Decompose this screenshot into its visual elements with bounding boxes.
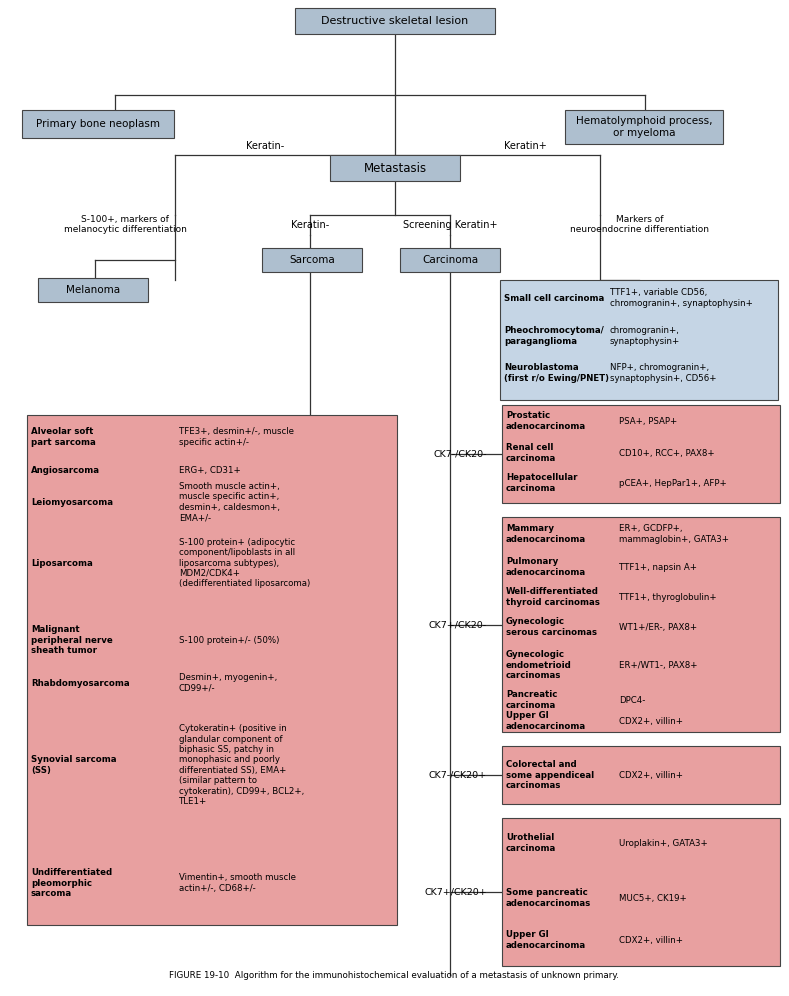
Text: CD10+, RCC+, PAX8+: CD10+, RCC+, PAX8+	[619, 448, 714, 457]
Text: Hematolymphoid process,
or myeloma: Hematolymphoid process, or myeloma	[576, 117, 712, 137]
Text: CK7+/CK20+: CK7+/CK20+	[424, 887, 487, 896]
Text: CK7-/CK20+: CK7-/CK20+	[429, 771, 487, 780]
Text: PSA+, PSAP+: PSA+, PSAP+	[619, 416, 677, 425]
FancyBboxPatch shape	[565, 110, 723, 144]
Text: Destructive skeletal lesion: Destructive skeletal lesion	[321, 16, 469, 26]
Text: Keratin-: Keratin-	[246, 141, 284, 151]
Text: Colorectal and
some appendiceal
carcinomas: Colorectal and some appendiceal carcinom…	[506, 760, 594, 790]
Text: WT1+/ER-, PAX8+: WT1+/ER-, PAX8+	[619, 622, 697, 631]
Text: ER+, GCDFP+,
mammaglobin+, GATA3+: ER+, GCDFP+, mammaglobin+, GATA3+	[619, 524, 729, 544]
Text: TTF1+, thyroglobulin+: TTF1+, thyroglobulin+	[619, 593, 716, 602]
Text: S-100+, markers of
melanocytic differentiation: S-100+, markers of melanocytic different…	[64, 215, 186, 234]
Text: TTF1+, variable CD56,
chromogranin+, synaptophysin+: TTF1+, variable CD56, chromogranin+, syn…	[610, 288, 753, 308]
Text: DPC4-: DPC4-	[619, 695, 645, 704]
Text: Smooth muscle actin+,
muscle specific actin+,
desmin+, caldesmon+,
EMA+/-: Smooth muscle actin+, muscle specific ac…	[178, 482, 279, 522]
Text: Screening Keratin+: Screening Keratin+	[402, 220, 497, 230]
Text: Metastasis: Metastasis	[364, 161, 427, 174]
Text: Pulmonary
adenocarcinoma: Pulmonary adenocarcinoma	[506, 558, 586, 577]
Text: Renal cell
carcinoma: Renal cell carcinoma	[506, 443, 556, 463]
Text: S-100 protein+ (adipocytic
component/lipoblasts in all
liposarcoma subtypes),
MD: S-100 protein+ (adipocytic component/lip…	[178, 538, 310, 589]
Text: Markers of
neuroendocrine differentiation: Markers of neuroendocrine differentiatio…	[570, 215, 709, 234]
Text: CDX2+, villin+: CDX2+, villin+	[619, 935, 682, 944]
Text: Undifferentiated
pleomorphic
sarcoma: Undifferentiated pleomorphic sarcoma	[31, 869, 112, 898]
Text: Melanoma: Melanoma	[66, 285, 120, 295]
Text: Some pancreatic
adenocarcinomas: Some pancreatic adenocarcinomas	[506, 888, 591, 907]
Text: Pancreatic
carcinoma: Pancreatic carcinoma	[506, 690, 557, 710]
FancyBboxPatch shape	[502, 818, 780, 966]
Text: Desmin+, myogenin+,
CD99+/-: Desmin+, myogenin+, CD99+/-	[178, 673, 277, 692]
Text: Rhabdomyosarcoma: Rhabdomyosarcoma	[31, 678, 129, 687]
Text: Urothelial
carcinoma: Urothelial carcinoma	[506, 834, 556, 853]
Text: Vimentin+, smooth muscle
actin+/-, CD68+/-: Vimentin+, smooth muscle actin+/-, CD68+…	[178, 873, 296, 892]
FancyBboxPatch shape	[295, 8, 495, 34]
Text: CDX2+, villin+: CDX2+, villin+	[619, 771, 682, 780]
Text: Upper GI
adenocarcinoma: Upper GI adenocarcinoma	[506, 711, 586, 731]
Text: ERG+, CD31+: ERG+, CD31+	[178, 465, 241, 474]
Text: MUC5+, CK19+: MUC5+, CK19+	[619, 893, 686, 902]
FancyBboxPatch shape	[502, 517, 780, 732]
FancyBboxPatch shape	[502, 746, 780, 804]
Text: Upper GI
adenocarcinoma: Upper GI adenocarcinoma	[506, 930, 586, 950]
Text: Malignant
peripheral nerve
sheath tumor: Malignant peripheral nerve sheath tumor	[31, 625, 113, 655]
Text: Mammary
adenocarcinoma: Mammary adenocarcinoma	[506, 524, 586, 544]
Text: Small cell carcinoma: Small cell carcinoma	[504, 294, 604, 303]
FancyBboxPatch shape	[502, 405, 780, 503]
Text: Neuroblastoma
(first r/o Ewing/PNET): Neuroblastoma (first r/o Ewing/PNET)	[504, 364, 609, 382]
Text: Uroplakin+, GATA3+: Uroplakin+, GATA3+	[619, 839, 708, 848]
Text: Angiosarcoma: Angiosarcoma	[31, 465, 100, 474]
Text: pCEA+, HepPar1+, AFP+: pCEA+, HepPar1+, AFP+	[619, 478, 727, 487]
Text: Alveolar soft
part sarcoma: Alveolar soft part sarcoma	[31, 427, 95, 446]
Text: Gynecologic
serous carcinomas: Gynecologic serous carcinomas	[506, 618, 597, 636]
Text: CDX2+, villin+: CDX2+, villin+	[619, 716, 682, 725]
Text: Primary bone neoplasm: Primary bone neoplasm	[36, 119, 160, 129]
FancyBboxPatch shape	[400, 248, 500, 272]
Text: Leiomyosarcoma: Leiomyosarcoma	[31, 497, 113, 507]
Text: Synovial sarcoma
(SS): Synovial sarcoma (SS)	[31, 755, 117, 775]
Text: Prostatic
adenocarcinoma: Prostatic adenocarcinoma	[506, 411, 586, 430]
Text: CK7+/CK20-: CK7+/CK20-	[429, 620, 487, 629]
FancyBboxPatch shape	[262, 248, 362, 272]
Text: TFE3+, desmin+/-, muscle
specific actin+/-: TFE3+, desmin+/-, muscle specific actin+…	[178, 427, 294, 446]
Text: Keratin+: Keratin+	[503, 141, 546, 151]
Text: Gynecologic
endometrioid
carcinomas: Gynecologic endometrioid carcinomas	[506, 650, 572, 680]
Text: Hepatocellular
carcinoma: Hepatocellular carcinoma	[506, 473, 578, 493]
Text: Sarcoma: Sarcoma	[289, 255, 335, 265]
Text: NFP+, chromogranin+,
synaptophysin+, CD56+: NFP+, chromogranin+, synaptophysin+, CD5…	[610, 364, 716, 382]
Text: CK7-/CK20-: CK7-/CK20-	[433, 449, 487, 458]
Text: Keratin-: Keratin-	[291, 220, 329, 230]
Text: TTF1+, napsin A+: TTF1+, napsin A+	[619, 563, 697, 572]
Text: FIGURE 19-10  Algorithm for the immunohistochemical evaluation of a metastasis o: FIGURE 19-10 Algorithm for the immunohis…	[169, 971, 619, 980]
Text: Carcinoma: Carcinoma	[422, 255, 478, 265]
Text: Liposarcoma: Liposarcoma	[31, 559, 93, 568]
FancyBboxPatch shape	[27, 415, 397, 925]
Text: Well-differentiated
thyroid carcinomas: Well-differentiated thyroid carcinomas	[506, 588, 600, 607]
Text: Cytokeratin+ (positive in
glandular component of
biphasic SS, patchy in
monophas: Cytokeratin+ (positive in glandular comp…	[178, 724, 304, 806]
Text: chromogranin+,
synaptophysin+: chromogranin+, synaptophysin+	[610, 327, 680, 346]
FancyBboxPatch shape	[330, 155, 460, 181]
FancyBboxPatch shape	[500, 280, 778, 400]
Text: Pheochromocytoma/
paraganglioma: Pheochromocytoma/ paraganglioma	[504, 327, 604, 346]
Text: ER+/WT1-, PAX8+: ER+/WT1-, PAX8+	[619, 660, 697, 669]
FancyBboxPatch shape	[22, 110, 174, 138]
Text: S-100 protein+/- (50%): S-100 protein+/- (50%)	[178, 635, 279, 644]
FancyBboxPatch shape	[38, 278, 148, 302]
